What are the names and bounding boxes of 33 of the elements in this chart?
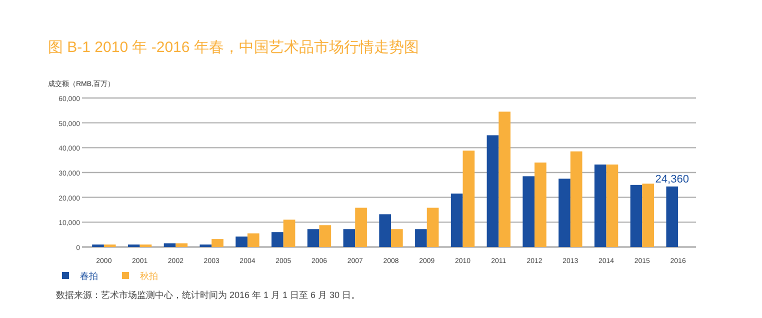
bar [391, 229, 403, 247]
bar [570, 151, 582, 247]
bar [642, 184, 654, 247]
bar [450, 194, 463, 247]
bar [594, 164, 606, 247]
bar [486, 135, 499, 247]
bar [498, 112, 510, 247]
bar [307, 229, 320, 247]
chart-title: 图 B-1 2010 年 -2016 年春，中国艺术品市场行情走势图 [48, 39, 419, 56]
bar [343, 229, 356, 247]
bar [462, 150, 475, 247]
source-note: 数据来源：艺术市场监测中心，统计时间为 2016 年 1 月 1 日至 6 月 30 日。 [56, 290, 360, 300]
bar [212, 239, 224, 247]
bar [164, 243, 176, 247]
bar [666, 186, 678, 247]
bar [558, 178, 570, 247]
bar [606, 164, 618, 247]
bar [415, 229, 427, 247]
bar [379, 214, 391, 247]
legend-label: 秋拍 [140, 271, 158, 281]
bar [247, 233, 260, 247]
bar [319, 225, 332, 247]
bar [426, 208, 439, 247]
bar [272, 232, 284, 247]
bar [236, 236, 248, 247]
bar [522, 176, 535, 247]
bar [355, 208, 367, 247]
legend-label: 春拍 [80, 271, 98, 281]
bar [630, 184, 642, 247]
bar [283, 220, 296, 247]
bar [534, 162, 546, 247]
data-label: 24,360 [655, 174, 689, 186]
bar [176, 243, 188, 247]
